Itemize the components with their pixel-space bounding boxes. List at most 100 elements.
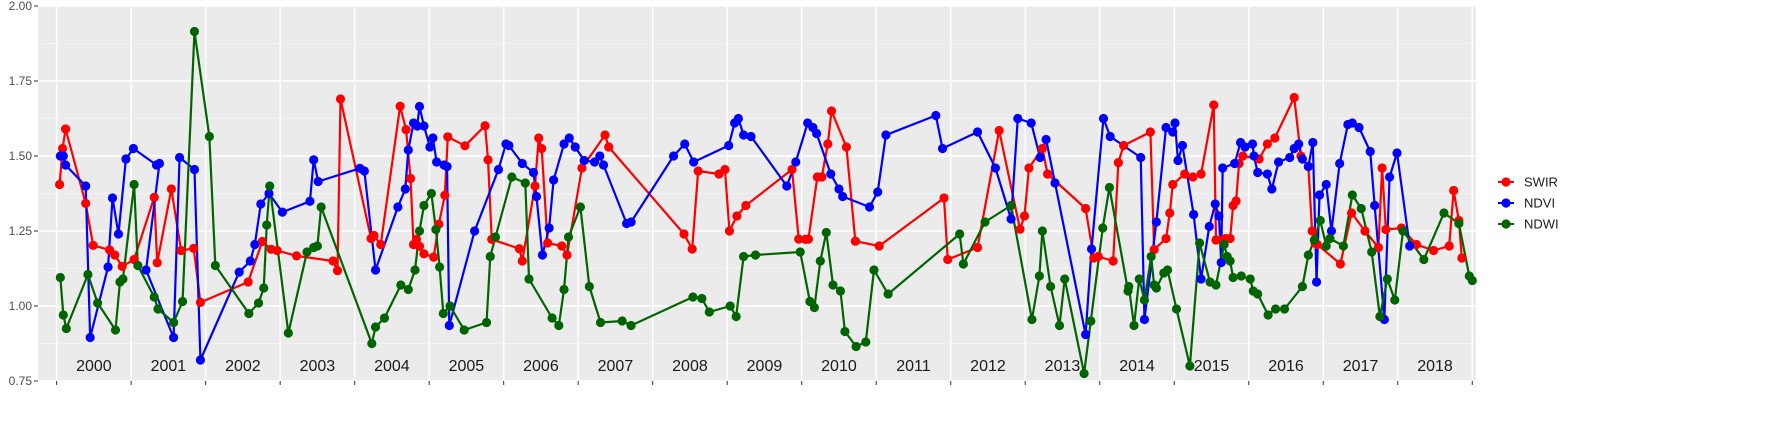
data-point-swir <box>1024 163 1034 173</box>
data-point-ndwi <box>575 202 586 212</box>
data-point-ndwi <box>1309 235 1319 245</box>
data-point-ndwi <box>1303 250 1313 260</box>
data-point-ndwi <box>118 274 128 284</box>
data-point-ndvi <box>305 196 315 206</box>
data-point-ndwi <box>379 313 390 323</box>
legend-key-point <box>1501 198 1511 208</box>
legend-key-point <box>1501 219 1511 229</box>
data-point-ndwi <box>835 286 846 296</box>
data-point-ndwi <box>1134 274 1144 284</box>
year-label: 2006 <box>523 358 559 375</box>
data-point-swir <box>600 130 610 140</box>
data-point-ndvi <box>1240 142 1250 152</box>
data-point-swir <box>1444 241 1454 251</box>
data-point-ndvi <box>724 140 734 151</box>
data-point-ndvi <box>1303 161 1313 172</box>
data-point-ndvi <box>425 142 435 152</box>
data-point-ndwi <box>55 272 65 283</box>
data-point-swir <box>557 241 567 251</box>
data-point-ndvi <box>598 160 609 170</box>
data-point-swir <box>443 132 453 142</box>
data-point-ndwi <box>1356 203 1366 214</box>
data-point-ndwi <box>445 301 455 311</box>
data-point-swir <box>826 106 837 116</box>
data-point-swir <box>149 192 159 202</box>
data-point-swir <box>1428 245 1439 256</box>
data-point-swir <box>419 249 429 259</box>
data-point-ndwi <box>110 325 121 335</box>
data-point-ndwi <box>410 265 420 275</box>
data-point-swir <box>841 142 852 152</box>
data-point-swir <box>55 179 65 190</box>
data-point-swir <box>874 241 884 251</box>
data-point-swir <box>1165 208 1175 218</box>
year-label: 2008 <box>672 358 708 375</box>
year-label: 2000 <box>76 358 112 375</box>
year-label: 2009 <box>747 358 783 375</box>
data-point-ndvi <box>990 163 1001 173</box>
year-label: 2012 <box>970 358 1006 375</box>
data-point-swir <box>1377 163 1387 173</box>
data-point-ndwi <box>1037 226 1047 236</box>
data-point-ndwi <box>153 304 163 314</box>
data-point-ndvi <box>834 184 844 194</box>
data-point-ndwi <box>1297 281 1307 292</box>
data-point-swir <box>1015 224 1025 234</box>
data-point-ndvi <box>309 155 319 165</box>
data-point-swir <box>257 236 267 247</box>
data-point-ndvi <box>570 142 580 152</box>
data-point-ndvi <box>432 157 442 167</box>
data-point-swir <box>369 230 379 241</box>
data-point-swir <box>543 238 553 248</box>
data-point-ndvi <box>782 181 792 191</box>
data-point-ndvi <box>128 143 138 154</box>
data-point-ndwi <box>1194 238 1205 248</box>
data-point-swir <box>117 261 127 271</box>
data-point-swir <box>328 256 338 266</box>
data-point-ndvi <box>428 133 438 143</box>
data-point-ndvi <box>1035 152 1045 163</box>
legend-key-point <box>1501 177 1511 187</box>
data-point-ndwi <box>559 284 569 295</box>
data-point-ndwi <box>869 265 879 275</box>
data-point-ndwi <box>169 317 179 328</box>
data-point-ndvi <box>1050 178 1060 188</box>
data-point-ndwi <box>1086 316 1096 326</box>
data-point-swir <box>1335 259 1345 269</box>
data-point-swir <box>291 251 302 261</box>
data-point-swir <box>1118 140 1129 151</box>
data-point-swir <box>562 250 572 260</box>
data-point-swir <box>405 173 416 184</box>
data-point-swir <box>720 164 730 175</box>
data-point-ndvi <box>1214 211 1224 221</box>
data-point-swir <box>1360 226 1370 236</box>
legend-label-ndwi: NDWI <box>1524 217 1559 232</box>
data-point-ndwi <box>1219 239 1229 250</box>
data-point-swir <box>1225 233 1235 244</box>
data-point-ndwi <box>626 320 636 331</box>
data-point-ndwi <box>1325 233 1335 244</box>
legend-label-swir: SWIR <box>1524 175 1558 190</box>
data-point-ndwi <box>189 26 200 37</box>
data-point-ndvi <box>689 157 699 167</box>
year-label: 2002 <box>225 358 261 375</box>
data-point-ndwi <box>403 284 413 295</box>
y-tick-label: 1.75 <box>9 74 33 88</box>
data-point-ndvi <box>559 139 569 149</box>
data-point-swir <box>534 133 544 143</box>
data-point-swir <box>81 198 91 208</box>
data-point-ndwi <box>485 251 495 262</box>
data-point-ndvi <box>791 157 801 167</box>
data-point-swir <box>530 181 540 191</box>
data-point-ndvi <box>1086 244 1097 254</box>
data-point-ndwi <box>265 181 275 191</box>
data-point-ndwi <box>1367 247 1377 257</box>
data-point-ndvi <box>531 191 542 202</box>
data-point-ndwi <box>1034 271 1044 281</box>
data-point-ndvi <box>746 131 756 142</box>
y-tick-label: 0.75 <box>9 374 33 388</box>
data-point-ndwi <box>809 302 819 313</box>
data-point-ndvi <box>1105 131 1115 142</box>
year-label: 2018 <box>1417 358 1453 375</box>
data-point-swir <box>429 252 439 262</box>
